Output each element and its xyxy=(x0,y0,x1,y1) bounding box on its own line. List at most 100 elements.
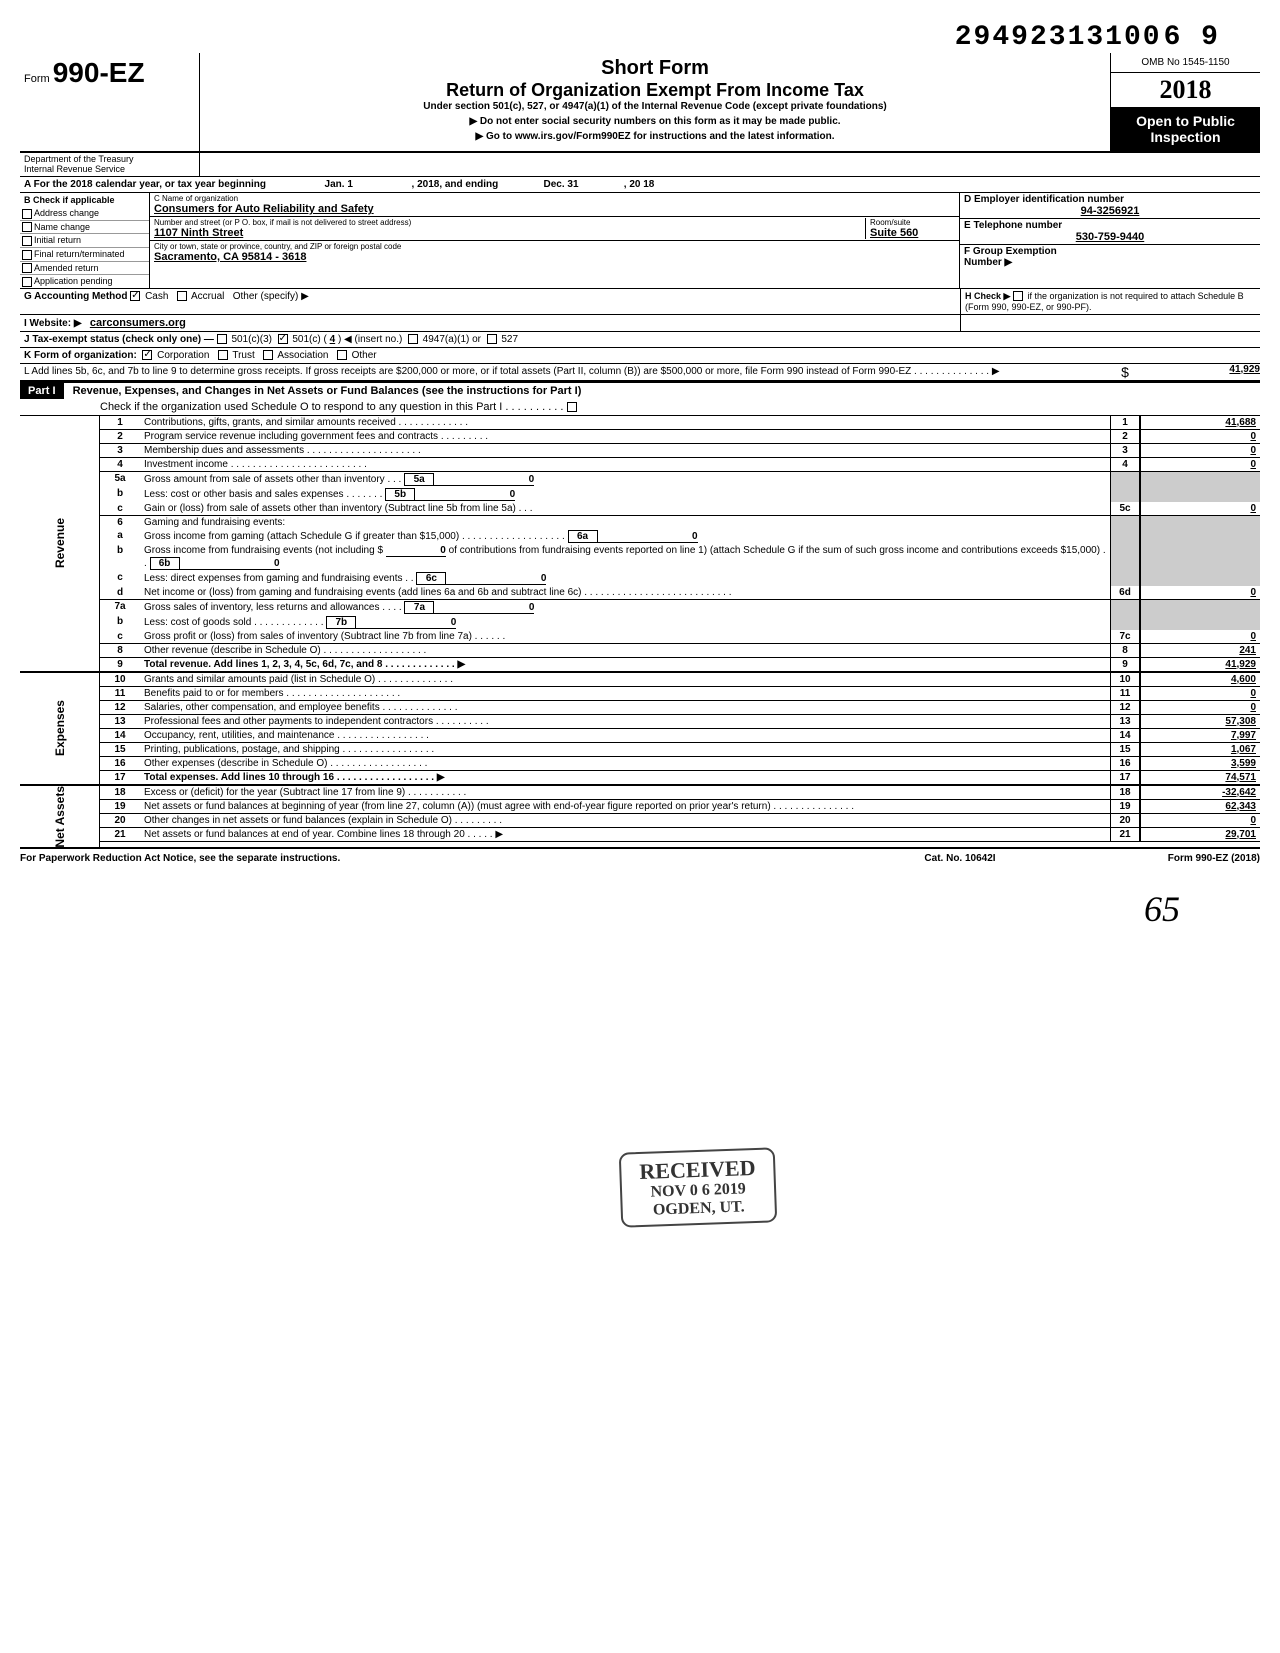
org-name: Consumers for Auto Reliability and Safet… xyxy=(154,203,955,215)
line-10: 10 Grants and similar amounts paid (list… xyxy=(100,673,1260,687)
insert-no: 4 xyxy=(330,334,336,345)
row-l: L Add lines 5b, 6c, and 7b to line 9 to … xyxy=(20,364,1260,381)
row-g-label: G Accounting Method xyxy=(24,291,128,302)
row-j: J Tax-exempt status (check only one) — 5… xyxy=(20,332,1260,348)
line-c: c Gross profit or (loss) from sales of i… xyxy=(100,630,1260,644)
line-8: 8 Other revenue (describe in Schedule O)… xyxy=(100,644,1260,658)
received-stamp: RECEIVED NOV 0 6 2019 OGDEN, UT. xyxy=(619,1147,778,1228)
chk-name[interactable]: Name change xyxy=(20,221,149,235)
chk-initial[interactable]: Initial return xyxy=(20,234,149,248)
chk-trust[interactable] xyxy=(218,350,228,360)
checkbox-list: Address change Name change Initial retur… xyxy=(20,207,149,288)
goto-link: ▶ Go to www.irs.gov/Form990EZ for instru… xyxy=(206,131,1104,142)
col-d: D Employer identification number 94-3256… xyxy=(960,193,1260,288)
line-12: 12 Salaries, other compensation, and emp… xyxy=(100,701,1260,715)
form-name-cell: Form 990-EZ xyxy=(20,53,200,151)
line-13: 13 Professional fees and other payments … xyxy=(100,715,1260,729)
tax-year-display: 2018 xyxy=(1111,73,1260,107)
form-prefix: Form xyxy=(24,73,50,85)
chk-cash[interactable] xyxy=(130,291,140,301)
row-g-h: G Accounting Method Cash Accrual Other (… xyxy=(20,289,1260,315)
chk-schedule-o[interactable] xyxy=(567,402,577,412)
addr-label: Number and street (or P O. box, if mail … xyxy=(154,218,865,227)
footer: For Paperwork Reduction Act Notice, see … xyxy=(20,849,1260,868)
part-1-label: Part I xyxy=(20,383,64,399)
row-l-text: L Add lines 5b, 6c, and 7b to line 9 to … xyxy=(24,366,1000,377)
part-1-title: Revenue, Expenses, and Changes in Net As… xyxy=(67,385,582,397)
line-2: 2 Program service revenue including gove… xyxy=(100,430,1260,444)
footer-mid: Cat. No. 10642I xyxy=(860,853,1060,864)
row-h-label: H Check ▶ xyxy=(965,291,1010,301)
group-label: F Group Exemption xyxy=(964,246,1057,257)
chk-schedule-b[interactable] xyxy=(1013,291,1023,301)
tel-label: E Telephone number xyxy=(964,220,1256,231)
row-a: A For the 2018 calendar year, or tax yea… xyxy=(20,177,1260,193)
dept-cell: Department of the Treasury Internal Reve… xyxy=(20,152,200,176)
chk-amended[interactable]: Amended return xyxy=(20,262,149,276)
line-b: b Less: cost of goods sold . . . . . . .… xyxy=(100,615,1260,630)
city-label: City or town, state or province, country… xyxy=(154,242,955,251)
box-b-label: B Check if applicable xyxy=(20,193,149,207)
chk-pending[interactable]: Application pending xyxy=(20,275,149,288)
line-6b: b Gross income from fundraising events (… xyxy=(100,544,1260,571)
line-6: 6 Gaming and fundraising events: xyxy=(100,516,1260,529)
period-end: Dec. 31 xyxy=(501,179,621,190)
footer-right: Form 990-EZ (2018) xyxy=(1060,853,1260,864)
short-form-label: Short Form xyxy=(206,57,1104,80)
row-a-label: A For the 2018 calendar year, or tax yea… xyxy=(24,179,266,190)
chk-527[interactable] xyxy=(487,334,497,344)
chk-501c[interactable] xyxy=(278,334,288,344)
group-label2: Number ▶ xyxy=(964,257,1012,268)
line-21: 21 Net assets or fund balances at end of… xyxy=(100,828,1260,842)
line-5a: 5a Gross amount from sale of assets othe… xyxy=(100,472,1260,487)
chk-assoc[interactable] xyxy=(263,350,273,360)
chk-accrual[interactable] xyxy=(177,291,187,301)
line-a: a Gross income from gaming (attach Sched… xyxy=(100,529,1260,544)
chk-final[interactable]: Final return/terminated xyxy=(20,248,149,262)
period-begin: Jan. 1 xyxy=(269,179,409,190)
section-revenue: Revenue xyxy=(20,416,100,672)
chk-501c3[interactable] xyxy=(217,334,227,344)
line-c: c Less: direct expenses from gaming and … xyxy=(100,571,1260,586)
website: carconsumers.org xyxy=(90,317,186,329)
subtitle: Under section 501(c), 527, or 4947(a)(1)… xyxy=(206,101,1104,112)
omb-number: OMB No 1545-1150 xyxy=(1111,53,1260,73)
document-id: 294923131006 9 xyxy=(20,20,1260,53)
row-k: K Form of organization: Corporation Trus… xyxy=(20,348,1260,364)
col-c: C Name of organization Consumers for Aut… xyxy=(150,193,960,288)
line-15: 15 Printing, publications, postage, and … xyxy=(100,743,1260,757)
chk-4947[interactable] xyxy=(408,334,418,344)
row-a-mid: , 2018, and ending xyxy=(412,179,499,190)
line-9: 9 Total revenue. Add lines 1, 2, 3, 4, 5… xyxy=(100,658,1260,672)
form-page: 294923131006 9 Form 990-EZ Short Form R… xyxy=(20,20,1260,930)
main-table: Revenue 1 Contributions, gifts, grants, … xyxy=(20,416,1260,850)
info-grid: B Check if applicable Address change Nam… xyxy=(20,193,1260,289)
line-d: d Net income or (loss) from gaming and f… xyxy=(100,586,1260,600)
room-label: Room/suite xyxy=(870,218,955,227)
section-net-assets: Net Assets xyxy=(20,786,100,848)
row-i: I Website: ▶ carconsumers.org xyxy=(20,315,1260,332)
footer-left: For Paperwork Reduction Act Notice, see … xyxy=(20,853,860,864)
tel-value: 530-759-9440 xyxy=(964,231,1256,243)
box-c-label: C Name of organization xyxy=(154,194,955,203)
line-1: 1 Contributions, gifts, grants, and simi… xyxy=(100,416,1260,430)
ssn-warning: ▶ Do not enter social security numbers o… xyxy=(206,116,1104,127)
chk-address[interactable]: Address change xyxy=(20,207,149,221)
open-to-public: Open to Public Inspection xyxy=(1111,107,1260,151)
irs-label: Internal Revenue Service xyxy=(24,164,195,174)
chk-other-org[interactable] xyxy=(337,350,347,360)
row-k-label: K Form of organization: xyxy=(24,350,137,361)
line-4: 4 Investment income . . . . . . . . . . … xyxy=(100,458,1260,472)
row-i-label: I Website: ▶ xyxy=(24,318,82,329)
year-cell: OMB No 1545-1150 20201818 2018 Open to P… xyxy=(1110,53,1260,151)
row-a-endyear: , 20 18 xyxy=(624,179,655,190)
line-19: 19 Net assets or fund balances at beginn… xyxy=(100,800,1260,814)
form-number: 990-EZ xyxy=(53,57,145,88)
stamp-location: OGDEN, UT. xyxy=(640,1198,757,1220)
line-7a: 7a Gross sales of inventory, less return… xyxy=(100,600,1260,615)
line-14: 14 Occupancy, rent, utilities, and maint… xyxy=(100,729,1260,743)
part-1-header: Part I Revenue, Expenses, and Changes in… xyxy=(20,381,1260,416)
ein-value: 94-3256921 xyxy=(964,205,1256,217)
chk-corp[interactable] xyxy=(142,350,152,360)
line-17: 17 Total expenses. Add lines 10 through … xyxy=(100,771,1260,785)
